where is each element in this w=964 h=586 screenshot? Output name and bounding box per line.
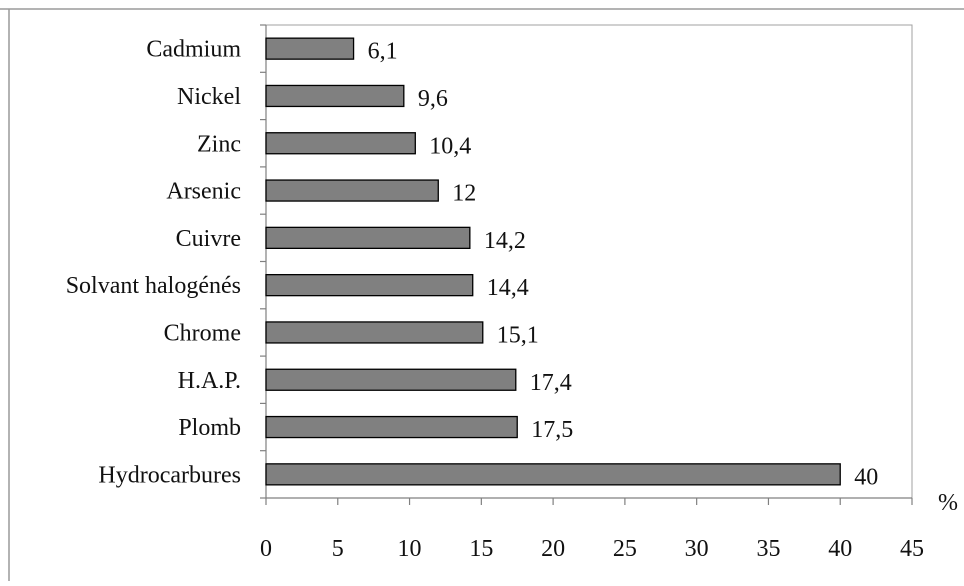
category-label-hydrocarbures: Hydrocarbures xyxy=(98,462,241,488)
category-label-zinc: Zinc xyxy=(197,131,241,157)
data-label-solvant-halog-n-s: 14,4 xyxy=(487,275,529,301)
bar-cadmium xyxy=(265,37,355,60)
x-tick-label-15: 15 xyxy=(469,536,493,562)
data-label-zinc: 10,4 xyxy=(429,133,471,159)
category-label-nickel: Nickel xyxy=(177,84,241,110)
category-label-solvant-halog-n-s: Solvant halogénés xyxy=(66,273,241,299)
x-tick-label-30: 30 xyxy=(685,536,709,562)
x-tick-label-45: 45 xyxy=(900,536,924,562)
category-label-plomb: Plomb xyxy=(178,415,241,441)
data-label-plomb: 17,5 xyxy=(531,417,573,443)
data-label-hydrocarbures: 40 xyxy=(854,464,878,490)
category-label-cuivre: Cuivre xyxy=(176,226,241,252)
x-tick-label-25: 25 xyxy=(613,536,637,562)
chart-marks: 0 5 10 15 20 25 30 35 40 45 Cadmium 6,1 Nickel 9,6 Zin… xyxy=(66,24,924,562)
category-label-h-a-p-: H.A.P. xyxy=(178,368,241,394)
bar-zinc xyxy=(265,132,416,155)
x-tick-label-0: 0 xyxy=(260,536,272,562)
category-label-chrome: Chrome xyxy=(164,320,241,346)
x-tick-label-5: 5 xyxy=(332,536,344,562)
x-axis-title: % xyxy=(938,490,958,516)
bar-h-a-p- xyxy=(265,368,517,391)
category-label-cadmium: Cadmium xyxy=(146,37,241,63)
data-label-arsenic: 12 xyxy=(452,181,476,207)
bar-arsenic xyxy=(265,179,439,202)
data-label-cadmium: 6,1 xyxy=(368,39,398,65)
bar-hydrocarbures xyxy=(265,463,841,486)
x-tick-label-35: 35 xyxy=(756,536,780,562)
x-tick-label-10: 10 xyxy=(398,536,422,562)
x-tick-label-20: 20 xyxy=(541,536,565,562)
category-label-arsenic: Arsenic xyxy=(166,179,241,205)
data-label-chrome: 15,1 xyxy=(497,322,539,348)
bar-solvant-halog-n-s xyxy=(265,273,474,297)
bar-chrome xyxy=(265,321,484,344)
x-tick-label-40: 40 xyxy=(828,536,852,562)
data-label-cuivre: 14,2 xyxy=(484,228,526,254)
bar-plomb xyxy=(265,415,518,439)
bar-cuivre xyxy=(265,226,471,250)
data-label-h-a-p-: 17,4 xyxy=(530,370,572,396)
bar-nickel xyxy=(265,84,405,108)
data-label-nickel: 9,6 xyxy=(418,86,448,112)
